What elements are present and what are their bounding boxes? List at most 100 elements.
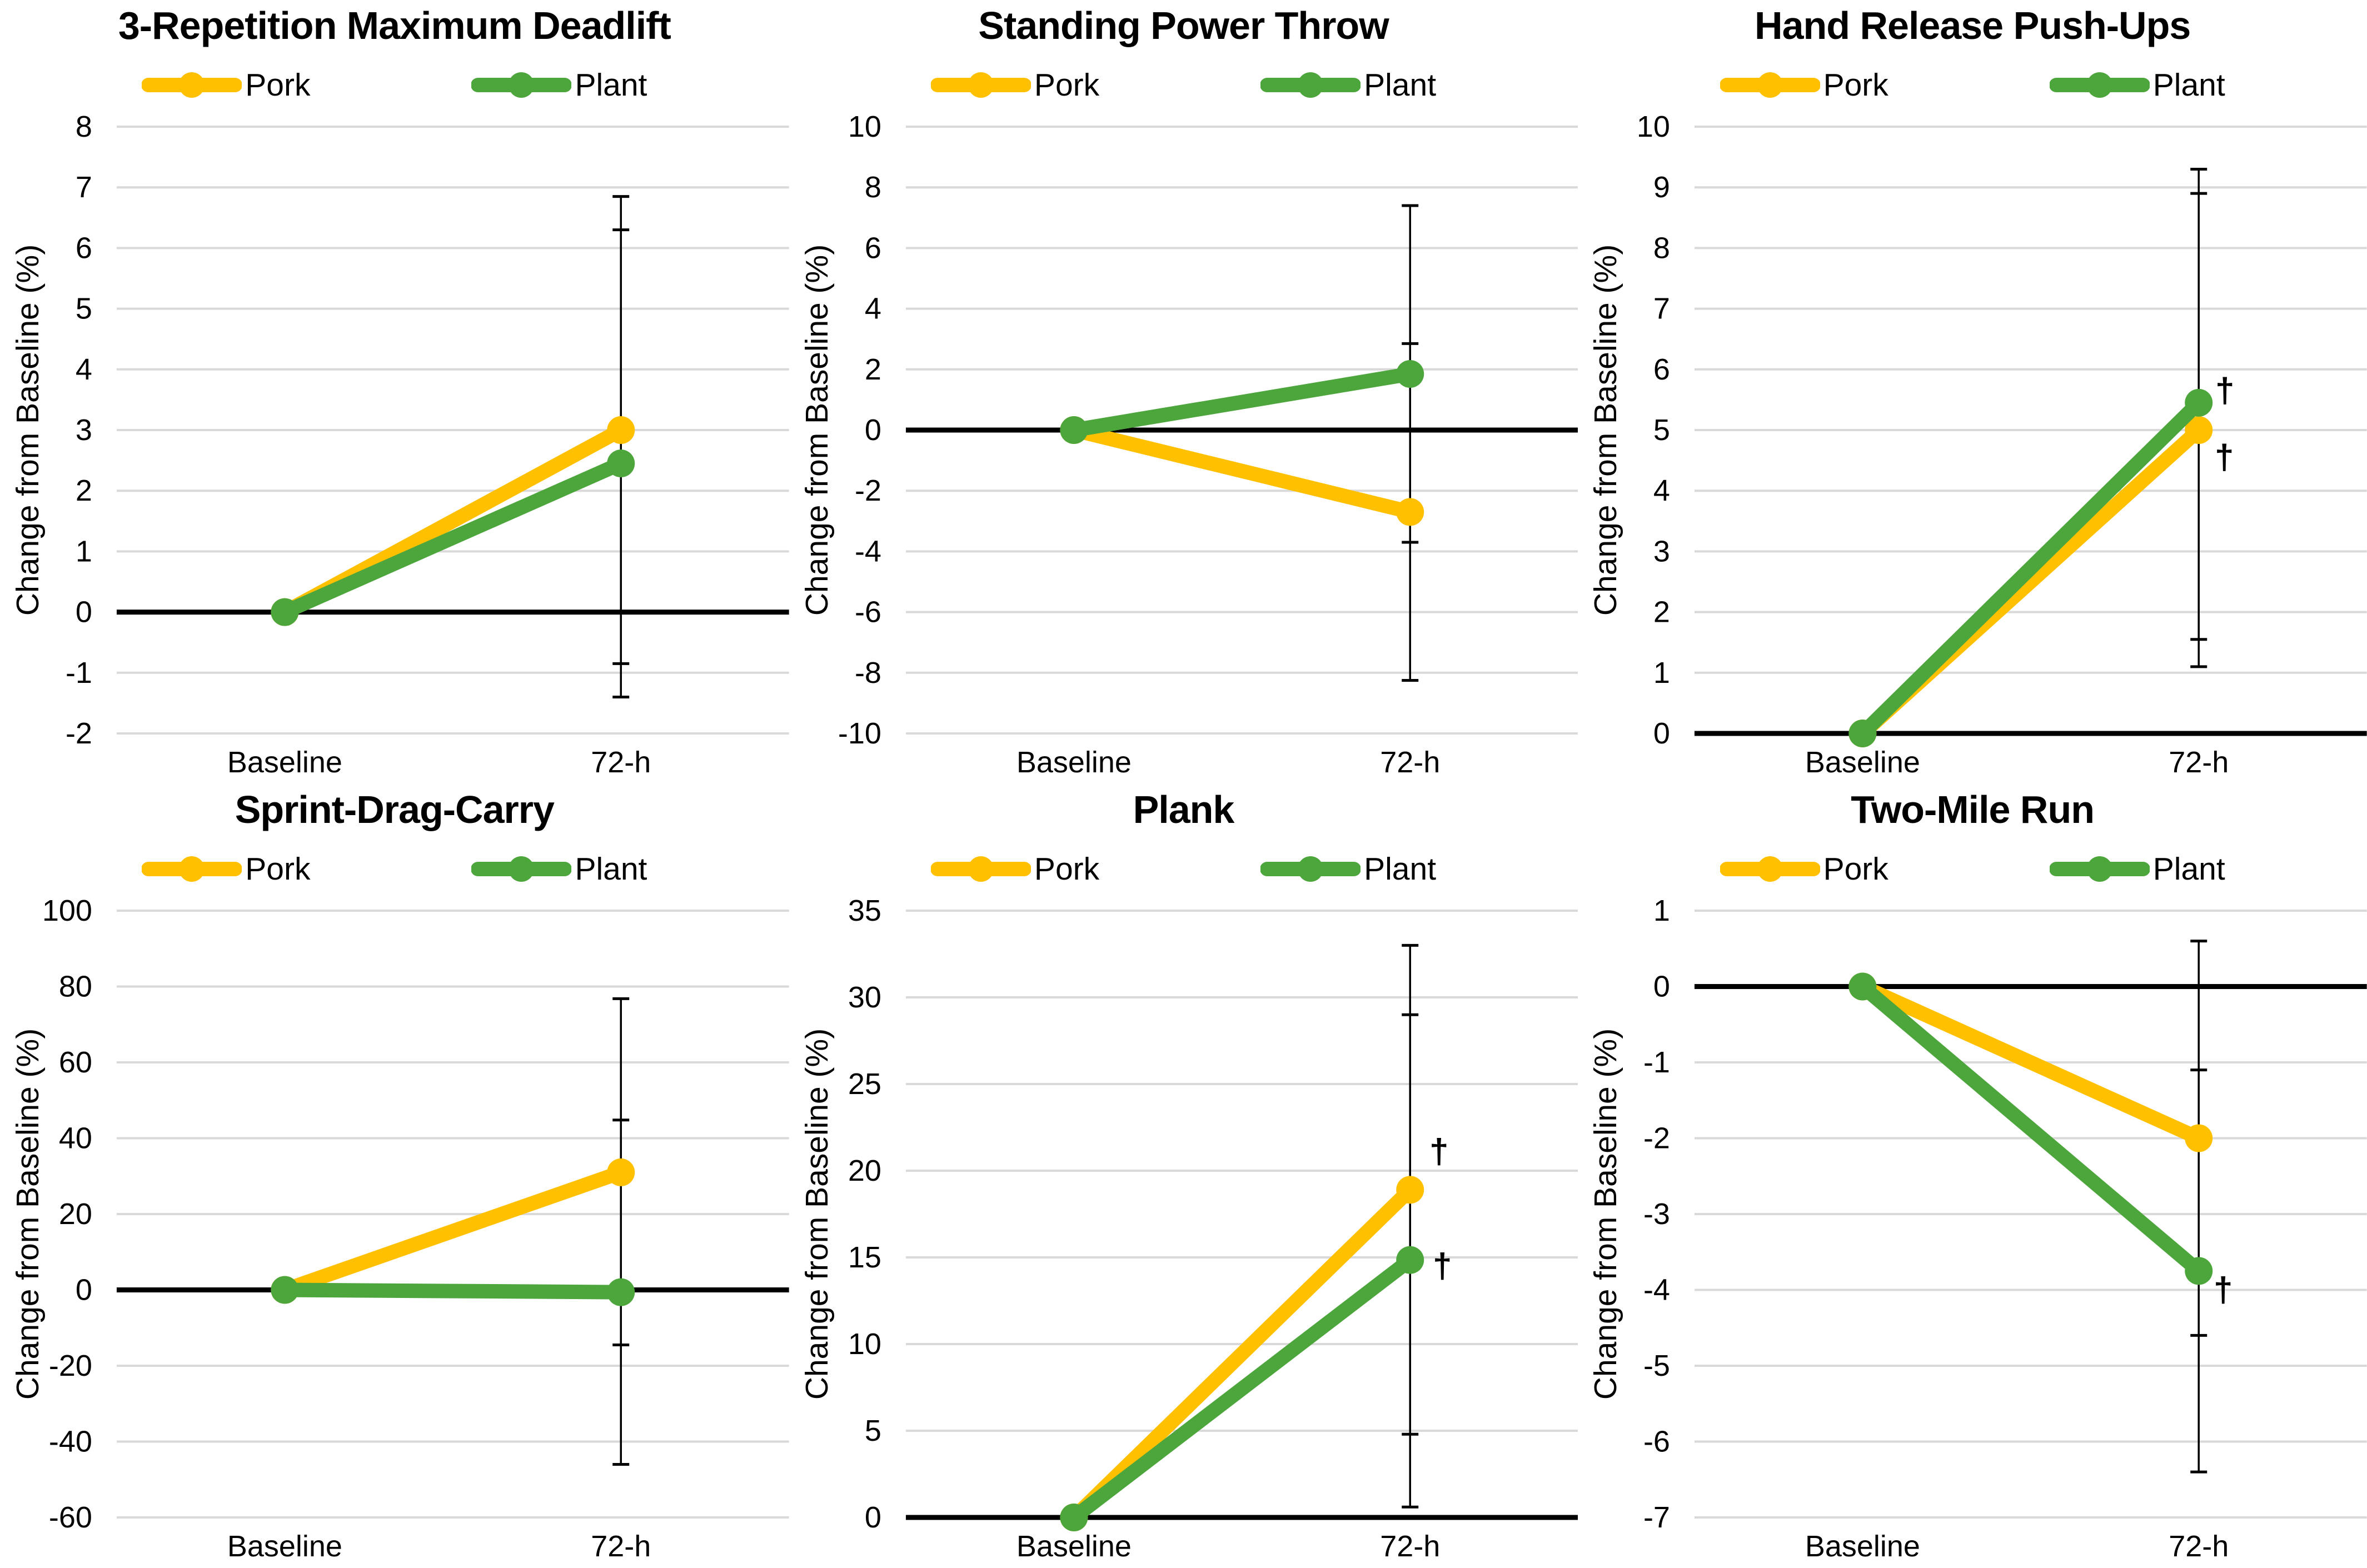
legend-label-pork: Pork bbox=[1823, 851, 1888, 887]
x-tick-label: 72-h bbox=[1380, 1530, 1440, 1563]
chart-title-push-ups: Hand Release Push-Ups bbox=[1755, 4, 2191, 47]
legend-sprint-drag-carry: Pork Plant bbox=[0, 851, 789, 887]
y-tick-label: -4 bbox=[855, 535, 881, 568]
plant-marker bbox=[1848, 972, 1877, 1001]
y-tick-label: -2 bbox=[855, 474, 881, 507]
pork-marker bbox=[1396, 498, 1424, 526]
y-tick-label: 4 bbox=[1653, 474, 1670, 507]
y-axis-title: Change from Baseline (%) bbox=[799, 244, 835, 616]
plant-line-marker-icon bbox=[471, 856, 572, 882]
y-tick-label: 5 bbox=[1653, 413, 1670, 447]
x-tick-label: Baseline bbox=[1805, 746, 1920, 779]
power-throw-plot-svg: 10 8 6 4 2 0 -2 -4 -6 -8 -10 Change from Baseline (… bbox=[799, 110, 1578, 779]
y-tick-label: 10 bbox=[1637, 110, 1670, 143]
y-tick-label: 6 bbox=[865, 231, 881, 264]
chart-title-deadlift: 3-Repetition Maximum Deadlift bbox=[118, 4, 671, 47]
sprint-drag-carry-plot-svg: 100 80 60 40 20 0 -20 -40 -60 Change from Baselin… bbox=[10, 894, 789, 1563]
legend-entry-pork: Pork bbox=[1720, 852, 1888, 886]
plant-line bbox=[1855, 979, 2206, 1279]
y-tick-label: -7 bbox=[1643, 1501, 1670, 1534]
y-tick-label: 0 bbox=[865, 1501, 881, 1534]
significance-dagger: † bbox=[2214, 1271, 2233, 1309]
legend-entry-plant: Plant bbox=[2049, 68, 2225, 102]
plant-marker bbox=[1060, 1504, 1088, 1531]
legend-label-plant: Plant bbox=[1364, 851, 1437, 887]
pork-line-marker-icon bbox=[1720, 72, 1820, 98]
y-tick-label: 15 bbox=[848, 1241, 881, 1274]
plant-line bbox=[277, 456, 629, 620]
legend-label-pork: Pork bbox=[245, 67, 311, 103]
significance-dagger: † bbox=[2215, 438, 2234, 477]
panel-sprint-drag-carry: 100 80 60 40 20 0 -20 -40 -60 Change from Baselin… bbox=[0, 784, 789, 1568]
x-tick-label: 72-h bbox=[2169, 746, 2229, 779]
chart-title-power-throw: Standing Power Throw bbox=[978, 4, 1389, 47]
y-tick-label: 5 bbox=[76, 292, 92, 326]
y-tick-label: 60 bbox=[59, 1046, 92, 1079]
legend-entry-pork: Pork bbox=[930, 851, 1100, 887]
y-tick-label: 80 bbox=[59, 970, 92, 1003]
y-tick-label: 8 bbox=[76, 110, 92, 143]
legend-push-ups: Pork Plant bbox=[1578, 67, 2367, 103]
legend-deadlift: Pork Plant bbox=[0, 67, 789, 103]
plant-marker bbox=[1060, 416, 1088, 444]
pork-line-marker-icon bbox=[142, 72, 242, 98]
legend-entry-pork: Pork bbox=[142, 852, 310, 886]
y-tick-label: 0 bbox=[76, 596, 92, 629]
pork-line bbox=[1067, 1182, 1417, 1525]
plant-line-marker-icon bbox=[2049, 856, 2150, 882]
legend-label-plant: Plant bbox=[2152, 851, 2225, 887]
y-tick-label: -2 bbox=[66, 717, 92, 750]
pork-marker bbox=[2185, 1124, 2213, 1152]
panel-deadlift: 8 7 6 5 4 3 2 1 0 -1 -2 Change from Baseline (%) Bas… bbox=[0, 0, 789, 784]
plant-line bbox=[277, 1282, 629, 1300]
legend-label-pork: Pork bbox=[1034, 851, 1100, 887]
y-tick-label: 10 bbox=[848, 1327, 881, 1361]
y-tick-label: 3 bbox=[1653, 535, 1670, 568]
pork-marker bbox=[607, 1158, 635, 1186]
panel-plank: 35 30 25 20 15 10 5 0 † † Change from Baseline (%)… bbox=[789, 784, 1578, 1568]
legend-label-pork: Pork bbox=[245, 851, 311, 887]
pork-line bbox=[1067, 423, 1417, 520]
y-tick-label: -5 bbox=[1643, 1349, 1670, 1382]
plant-line bbox=[1855, 395, 2206, 741]
y-tick-label: 7 bbox=[76, 171, 92, 204]
y-tick-label: -8 bbox=[855, 656, 881, 690]
y-tick-label: -1 bbox=[66, 656, 92, 690]
legend-label-pork: Pork bbox=[1823, 67, 1888, 103]
legend-entry-plant: Plant bbox=[1260, 68, 1436, 102]
pork-marker bbox=[2185, 416, 2213, 444]
plant-marker bbox=[1848, 720, 1877, 747]
legend-entry-pork: Pork bbox=[930, 68, 1099, 102]
y-tick-label: 2 bbox=[76, 474, 92, 507]
y-tick-label: 8 bbox=[865, 171, 881, 204]
plant-marker bbox=[1396, 1246, 1424, 1274]
plant-marker bbox=[2185, 388, 2213, 417]
legend-power-throw: Pork Plant bbox=[789, 67, 1578, 103]
y-tick-label: -4 bbox=[1643, 1273, 1670, 1306]
y-tick-label: -6 bbox=[855, 596, 881, 629]
y-tick-label: 1 bbox=[76, 535, 92, 568]
y-tick-label: 6 bbox=[76, 231, 92, 264]
plant-marker bbox=[607, 450, 635, 478]
y-tick-label: -6 bbox=[1643, 1425, 1670, 1458]
legend-label-plant: Plant bbox=[1364, 67, 1437, 103]
legend-entry-pork: Pork bbox=[142, 68, 310, 102]
legend-two-mile-run: Pork Plant bbox=[1578, 851, 2367, 887]
y-tick-label: 1 bbox=[1653, 894, 1670, 927]
legend-label-plant: Plant bbox=[575, 67, 647, 103]
deadlift-plot-svg: 8 7 6 5 4 3 2 1 0 -1 -2 Change from Baseline (%) Bas… bbox=[10, 110, 789, 779]
y-tick-label: 1 bbox=[1653, 656, 1670, 690]
y-tick-label: -20 bbox=[49, 1349, 92, 1382]
y-tick-label: -10 bbox=[838, 717, 881, 750]
y-tick-label: 6 bbox=[1653, 353, 1670, 386]
legend-entry-plant: Plant bbox=[471, 852, 647, 886]
legend-label-plant: Plant bbox=[575, 851, 647, 887]
plant-line-marker-icon bbox=[1260, 72, 1361, 98]
plant-line-marker-icon bbox=[471, 72, 572, 98]
significance-dagger: † bbox=[1433, 1247, 1452, 1285]
plant-marker bbox=[607, 1278, 635, 1306]
x-tick-label: Baseline bbox=[1805, 1530, 1920, 1563]
y-tick-label: 100 bbox=[42, 894, 92, 927]
y-tick-label: 20 bbox=[59, 1197, 92, 1231]
